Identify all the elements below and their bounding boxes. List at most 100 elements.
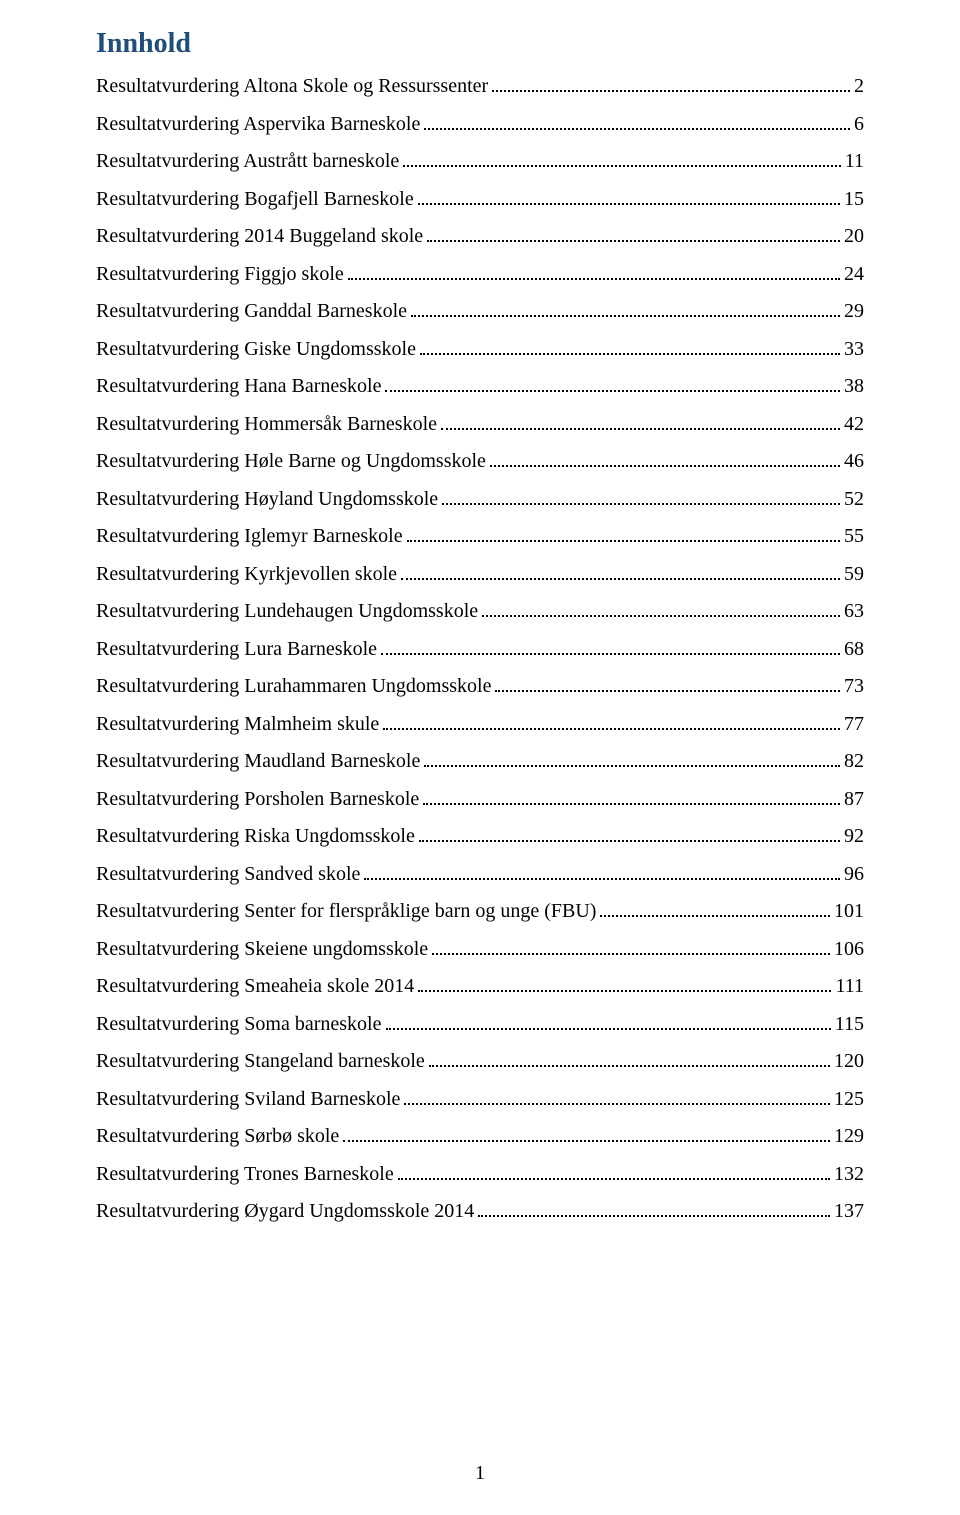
- toc-entry-page: 68: [844, 639, 864, 659]
- toc-leader-dots: [429, 1053, 830, 1067]
- toc-leader-dots: [424, 753, 840, 767]
- toc-entry-page: 120: [834, 1051, 864, 1071]
- toc-entry-page: 33: [844, 339, 864, 359]
- toc-entry[interactable]: Resultatvurdering Høle Barne og Ungdomss…: [96, 451, 864, 471]
- toc-entry[interactable]: Resultatvurdering Malmheim skule77: [96, 714, 864, 734]
- toc-entry-label: Resultatvurdering Austrått barneskole: [96, 151, 399, 171]
- toc-entry[interactable]: Resultatvurdering Øygard Ungdomsskole 20…: [96, 1201, 864, 1221]
- toc-entry-page: 11: [845, 151, 864, 171]
- toc-entry-page: 125: [834, 1089, 864, 1109]
- toc-entry-label: Resultatvurdering Soma barneskole: [96, 1014, 382, 1034]
- toc-leader-dots: [423, 791, 840, 805]
- toc-entry[interactable]: Resultatvurdering Aspervika Barneskole 6: [96, 114, 864, 134]
- toc-entry[interactable]: Resultatvurdering Sviland Barneskole 125: [96, 1089, 864, 1109]
- toc-leader-dots: [482, 603, 840, 617]
- toc-entry[interactable]: Resultatvurdering Giske Ungdomsskole 33: [96, 339, 864, 359]
- toc-entry-label: Resultatvurdering Skeiene ungdomsskole: [96, 939, 428, 959]
- toc-entry-label: Resultatvurdering Figgjo skole: [96, 264, 344, 284]
- toc-entry[interactable]: Resultatvurdering Porsholen Barneskole87: [96, 789, 864, 809]
- toc-entry-label: Resultatvurdering Bogafjell Barneskole: [96, 189, 414, 209]
- toc-entry-page: 92: [844, 826, 864, 846]
- toc-entry-page: 101: [834, 901, 864, 921]
- toc-entry-page: 20: [844, 226, 864, 246]
- toc-entry[interactable]: Resultatvurdering Lura Barneskole 68: [96, 639, 864, 659]
- toc-entry-label: Resultatvurdering Porsholen Barneskole: [96, 789, 419, 809]
- toc-leader-dots: [386, 1016, 831, 1030]
- toc-leader-dots: [442, 491, 840, 505]
- toc-entry-page: 82: [844, 751, 864, 771]
- toc-leader-dots: [381, 641, 840, 655]
- toc-entry[interactable]: Resultatvurdering Sandved skole 96: [96, 864, 864, 884]
- toc-leader-dots: [495, 678, 840, 692]
- toc-entry[interactable]: Resultatvurdering Høyland Ungdomsskole52: [96, 489, 864, 509]
- toc-entry[interactable]: Resultatvurdering Lurahammaren Ungdomssk…: [96, 676, 864, 696]
- toc-entry-label: Resultatvurdering Høle Barne og Ungdomss…: [96, 451, 486, 471]
- toc-entry[interactable]: Resultatvurdering 2014 Buggeland skole 20: [96, 226, 864, 246]
- toc-entry-page: 129: [834, 1126, 864, 1146]
- toc-entry-page: 132: [834, 1164, 864, 1184]
- toc-entry-label: Resultatvurdering Altona Skole og Ressur…: [96, 76, 488, 96]
- toc-entry-page: 15: [844, 189, 864, 209]
- page-number: 1: [0, 1462, 960, 1485]
- toc-entry-label: Resultatvurdering Ganddal Barneskole: [96, 301, 407, 321]
- toc-entry-label: Resultatvurdering 2014 Buggeland skole: [96, 226, 423, 246]
- toc-entry-label: Resultatvurdering Sørbø skole: [96, 1126, 339, 1146]
- toc-entry[interactable]: Resultatvurdering Kyrkjevollen skole59: [96, 564, 864, 584]
- toc-entry-page: 137: [834, 1201, 864, 1221]
- toc-leader-dots: [385, 378, 840, 392]
- toc-entry[interactable]: Resultatvurdering Altona Skole og Ressur…: [96, 76, 864, 96]
- toc-entry[interactable]: Resultatvurdering Stangeland barneskole1…: [96, 1051, 864, 1071]
- toc-entry-page: 106: [834, 939, 864, 959]
- toc-leader-dots: [418, 978, 831, 992]
- toc-entry-label: Resultatvurdering Senter for flerspråkli…: [96, 901, 596, 921]
- toc-entry[interactable]: Resultatvurdering Iglemyr Barneskole55: [96, 526, 864, 546]
- toc-entry-label: Resultatvurdering Sviland Barneskole: [96, 1089, 400, 1109]
- toc-entry-label: Resultatvurdering Giske Ungdomsskole: [96, 339, 416, 359]
- toc-entry[interactable]: Resultatvurdering Austrått barneskole 11: [96, 151, 864, 171]
- toc-entry[interactable]: Resultatvurdering Maudland Barneskole82: [96, 751, 864, 771]
- toc-entry-label: Resultatvurdering Smeaheia skole 2014: [96, 976, 414, 996]
- toc-entry[interactable]: Resultatvurdering Riska Ungdomsskole92: [96, 826, 864, 846]
- toc-leader-dots: [432, 941, 830, 955]
- toc-leader-dots: [424, 116, 850, 130]
- toc-leader-dots: [404, 1091, 830, 1105]
- toc-entry-page: 55: [844, 526, 864, 546]
- toc-entry[interactable]: Resultatvurdering Ganddal Barneskole 29: [96, 301, 864, 321]
- toc-leader-dots: [401, 566, 840, 580]
- toc-leader-dots: [478, 1203, 830, 1217]
- document-page: Innhold Resultatvurdering Altona Skole o…: [0, 0, 960, 1515]
- toc-entry[interactable]: Resultatvurdering Lundehaugen Ungdomssko…: [96, 601, 864, 621]
- toc-entry-page: 111: [835, 976, 864, 996]
- toc-entry-page: 115: [835, 1014, 864, 1034]
- toc-entry-page: 46: [844, 451, 864, 471]
- toc-leader-dots: [420, 341, 840, 355]
- toc-entry-label: Resultatvurdering Lura Barneskole: [96, 639, 377, 659]
- toc-entry-page: 6: [854, 114, 864, 134]
- toc-leader-dots: [492, 78, 850, 92]
- toc-entry[interactable]: Resultatvurdering Soma barneskole 115: [96, 1014, 864, 1034]
- toc-entry[interactable]: Resultatvurdering Bogafjell Barneskole 15: [96, 189, 864, 209]
- toc-entry-page: 96: [844, 864, 864, 884]
- toc-entry-page: 24: [844, 264, 864, 284]
- toc-entry[interactable]: Resultatvurdering Senter for flerspråkli…: [96, 901, 864, 921]
- toc-entry[interactable]: Resultatvurdering Figgjo skole 24: [96, 264, 864, 284]
- toc-entry-label: Resultatvurdering Sandved skole: [96, 864, 360, 884]
- toc-entry-page: 2: [854, 76, 864, 96]
- toc-entry[interactable]: Resultatvurdering Sørbø skole 129: [96, 1126, 864, 1146]
- toc-entry[interactable]: Resultatvurdering Skeiene ungdomsskole 10…: [96, 939, 864, 959]
- toc-entry[interactable]: Resultatvurdering Trones Barneskole132: [96, 1164, 864, 1184]
- toc-entry[interactable]: Resultatvurdering Smeaheia skole 2014 111: [96, 976, 864, 996]
- toc-entry[interactable]: Resultatvurdering Hana Barneskole 38: [96, 376, 864, 396]
- toc-entry[interactable]: Resultatvurdering Hommersåk Barneskole42: [96, 414, 864, 434]
- toc-entry-label: Resultatvurdering Aspervika Barneskole: [96, 114, 420, 134]
- toc-entry-page: 63: [844, 601, 864, 621]
- toc-entry-label: Resultatvurdering Hana Barneskole: [96, 376, 381, 396]
- toc-entry-page: 29: [844, 301, 864, 321]
- toc-entry-label: Resultatvurdering Kyrkjevollen skole: [96, 564, 397, 584]
- page-title: Innhold: [96, 28, 864, 60]
- toc-leader-dots: [383, 716, 840, 730]
- toc-entry-label: Resultatvurdering Lurahammaren Ungdomssk…: [96, 676, 491, 696]
- toc-entry-label: Resultatvurdering Lundehaugen Ungdomssko…: [96, 601, 478, 621]
- toc-entry-page: 38: [844, 376, 864, 396]
- toc-leader-dots: [427, 228, 840, 242]
